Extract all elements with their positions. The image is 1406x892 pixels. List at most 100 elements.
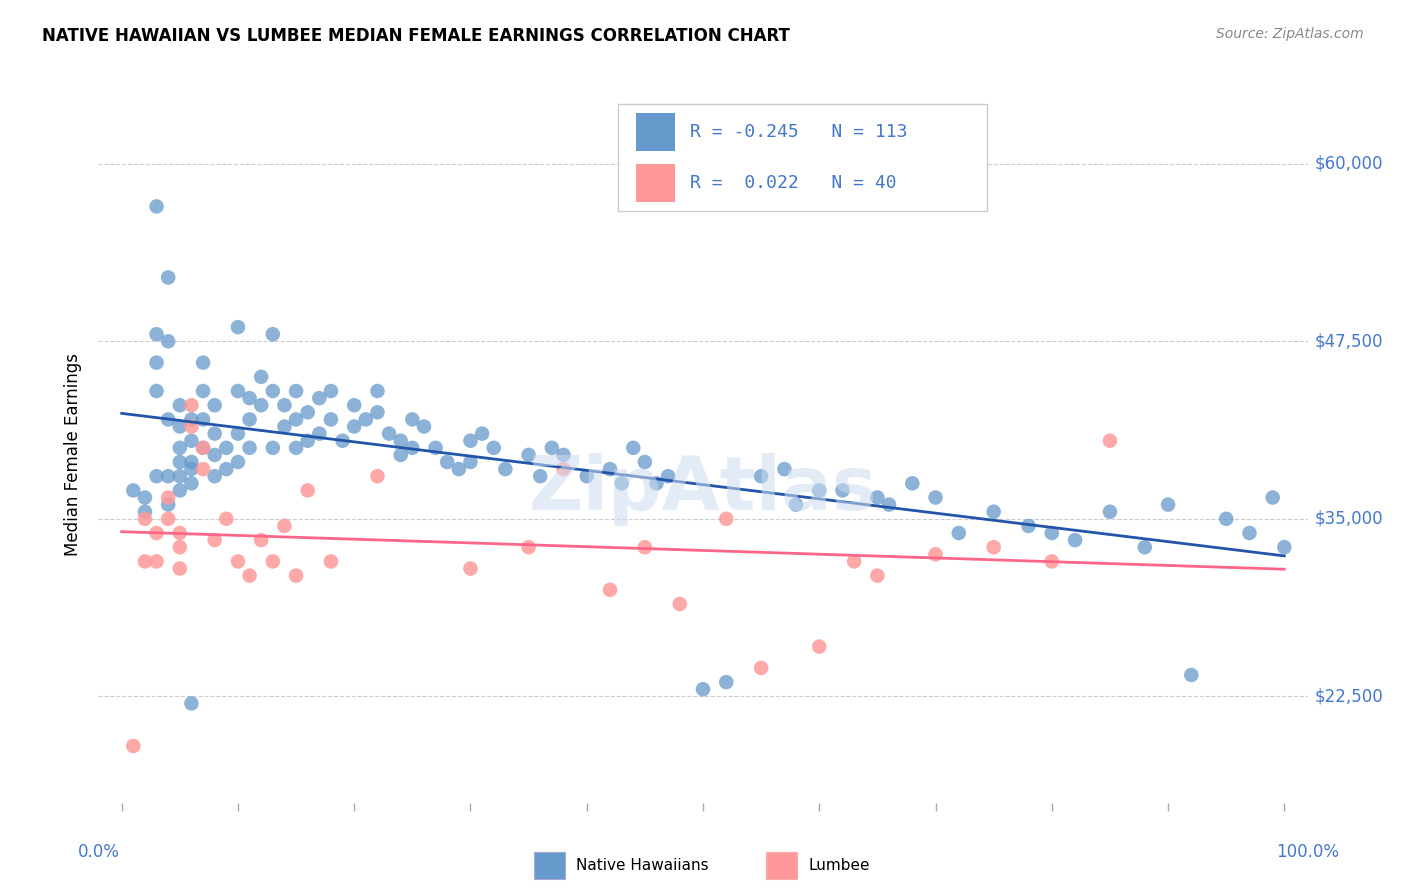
Point bbox=[285, 568, 308, 582]
Point bbox=[157, 334, 180, 349]
Point bbox=[436, 455, 458, 469]
Point bbox=[215, 441, 238, 455]
Point bbox=[343, 419, 366, 434]
Text: $22,500: $22,500 bbox=[1315, 688, 1384, 706]
Point bbox=[145, 554, 167, 568]
Point bbox=[285, 441, 308, 455]
Point bbox=[122, 483, 145, 498]
Point bbox=[215, 462, 238, 476]
Point bbox=[191, 384, 214, 398]
Point bbox=[1040, 554, 1063, 568]
Point bbox=[460, 561, 482, 575]
Point bbox=[169, 441, 191, 455]
Point bbox=[634, 540, 657, 554]
Point bbox=[749, 469, 772, 483]
Point bbox=[389, 448, 412, 462]
Point bbox=[169, 455, 191, 469]
Point bbox=[749, 661, 772, 675]
Point bbox=[180, 455, 202, 469]
Point bbox=[169, 419, 191, 434]
Point bbox=[517, 448, 540, 462]
Point bbox=[239, 568, 262, 582]
Text: Lumbee: Lumbee bbox=[808, 858, 870, 872]
Point bbox=[425, 441, 447, 455]
Point bbox=[1180, 668, 1202, 682]
Point bbox=[692, 682, 714, 697]
Point bbox=[540, 441, 562, 455]
Point bbox=[645, 476, 668, 491]
Point bbox=[831, 483, 853, 498]
Point bbox=[204, 448, 226, 462]
Point bbox=[262, 384, 284, 398]
Point bbox=[297, 434, 319, 448]
Point bbox=[773, 462, 796, 476]
Point bbox=[262, 554, 284, 568]
Point bbox=[354, 412, 377, 426]
Point bbox=[180, 412, 202, 426]
Text: R = -0.245   N = 113: R = -0.245 N = 113 bbox=[690, 123, 907, 141]
Point bbox=[191, 441, 214, 455]
FancyBboxPatch shape bbox=[619, 103, 987, 211]
Point bbox=[447, 462, 470, 476]
Bar bbox=[637, 113, 675, 152]
Point bbox=[877, 498, 900, 512]
Point bbox=[494, 462, 516, 476]
Point bbox=[1040, 526, 1063, 541]
Text: 100.0%: 100.0% bbox=[1277, 843, 1339, 861]
Point bbox=[273, 419, 295, 434]
Bar bbox=[637, 163, 675, 202]
Point bbox=[297, 405, 319, 419]
Point bbox=[157, 412, 180, 426]
Point bbox=[1272, 540, 1295, 554]
Point bbox=[460, 434, 482, 448]
Point bbox=[169, 540, 191, 554]
Point bbox=[924, 547, 946, 561]
Point bbox=[842, 554, 865, 568]
Point bbox=[285, 412, 308, 426]
Point bbox=[460, 455, 482, 469]
Point bbox=[413, 419, 436, 434]
Point bbox=[517, 540, 540, 554]
Point bbox=[1157, 498, 1180, 512]
Point bbox=[366, 405, 388, 419]
Point bbox=[401, 441, 423, 455]
Point bbox=[134, 512, 156, 526]
Point bbox=[169, 398, 191, 412]
Point bbox=[1133, 540, 1156, 554]
Point bbox=[482, 441, 505, 455]
Point bbox=[157, 512, 180, 526]
Point bbox=[204, 426, 226, 441]
Point bbox=[134, 554, 156, 568]
Point bbox=[145, 384, 167, 398]
Point bbox=[657, 469, 679, 483]
Point bbox=[157, 498, 180, 512]
Point bbox=[297, 483, 319, 498]
Point bbox=[191, 412, 214, 426]
Point bbox=[308, 391, 330, 405]
Point bbox=[169, 561, 191, 575]
Point bbox=[180, 462, 202, 476]
Point bbox=[401, 412, 423, 426]
Point bbox=[145, 356, 167, 370]
Point bbox=[366, 469, 388, 483]
Point bbox=[1098, 505, 1121, 519]
Text: ZipAtlas: ZipAtlas bbox=[529, 453, 877, 526]
Point bbox=[273, 519, 295, 533]
Point bbox=[157, 270, 180, 285]
Point bbox=[634, 455, 657, 469]
Point bbox=[785, 498, 807, 512]
Point bbox=[553, 462, 575, 476]
Point bbox=[471, 426, 494, 441]
Point bbox=[191, 356, 214, 370]
Point bbox=[621, 441, 644, 455]
Point bbox=[239, 391, 262, 405]
Point bbox=[1215, 512, 1237, 526]
Point bbox=[180, 434, 202, 448]
Point bbox=[180, 697, 202, 711]
Point bbox=[169, 469, 191, 483]
Point bbox=[343, 398, 366, 412]
Point bbox=[599, 462, 621, 476]
Point bbox=[169, 526, 191, 541]
Point bbox=[1018, 519, 1040, 533]
Point bbox=[122, 739, 145, 753]
